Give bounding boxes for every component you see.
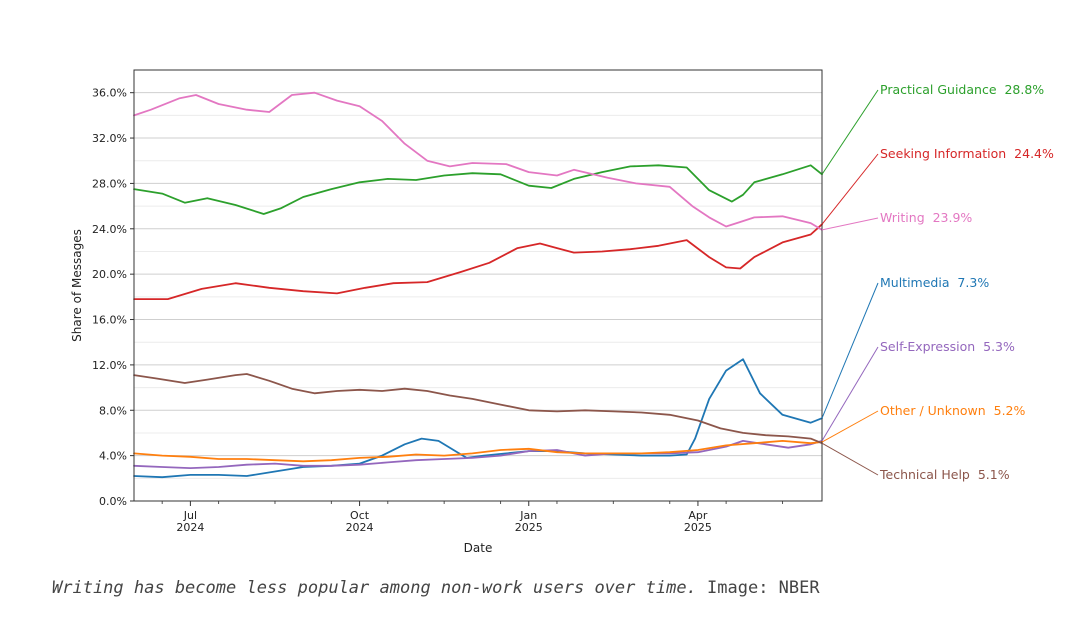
caption-text: Writing has become less popular among no…: [52, 578, 697, 598]
y-axis-title: Share of Messages: [70, 229, 84, 342]
leader-line-writing: [821, 217, 879, 231]
end-label-practical-guidance: Practical Guidance 28.8%: [880, 82, 1044, 97]
series-line-self-expression: [133, 439, 823, 470]
x-tick-year: 2024: [176, 521, 204, 534]
y-axis-ticks: 0.0% 4.0% 8.0% 12.0% 16.0% 20.0% 24.0% 28.0% 32.…: [92, 87, 134, 508]
y-tick-label: 36.0%: [92, 87, 127, 100]
x-tick-year: 2025: [515, 521, 543, 534]
series-line-practical-guidance: [133, 164, 823, 215]
y-tick-label: 4.0%: [99, 450, 127, 463]
series-line-technical-help: [133, 373, 823, 445]
y-tick-label: 32.0%: [92, 132, 127, 145]
y-tick-label: 8.0%: [99, 404, 127, 417]
y-tick-label: 12.0%: [92, 359, 127, 372]
x-tick-year: 2024: [346, 521, 374, 534]
end-label-self-expression: Self-Expression 5.3%: [880, 339, 1015, 354]
x-axis-title: Date: [464, 541, 493, 555]
caption-credit: Image: NBER: [696, 578, 820, 598]
y-tick-label: 24.0%: [92, 223, 127, 236]
x-tick-label: Jan: [519, 509, 537, 522]
x-tick-label: Apr: [688, 509, 708, 522]
leader-line-self-expression: [821, 346, 879, 442]
series-line-seeking-information: [133, 223, 823, 301]
leader-line-practical-guidance: [821, 89, 879, 175]
end-label-seeking-information: Seeking Information 24.4%: [880, 146, 1054, 161]
leader-line-other-unknown: [821, 410, 879, 443]
end-label-technical-help: Technical Help 5.1%: [879, 467, 1010, 482]
plot-frame: [133, 69, 823, 502]
leader-line-seeking-information: [821, 153, 879, 225]
end-label-multimedia: Multimedia 7.3%: [880, 275, 989, 290]
leader-line-technical-help: [821, 442, 879, 476]
end-label-writing: Writing 23.9%: [880, 210, 972, 225]
y-tick-label: 0.0%: [99, 495, 127, 508]
x-tick-year: 2025: [684, 521, 712, 534]
end-label-other-unknown: Other / Unknown 5.2%: [880, 403, 1026, 418]
series-line-multimedia: [133, 358, 823, 479]
series-line-writing: [133, 91, 823, 231]
x-tick-label: Jul: [183, 509, 197, 522]
gridlines: [134, 92, 822, 502]
series-lines: [133, 91, 823, 479]
figure-caption: Writing has become less popular among no…: [52, 578, 820, 598]
series-end-labels: Practical Guidance 28.8% Seeking Informat…: [821, 82, 1054, 482]
y-tick-label: 28.0%: [92, 177, 127, 190]
y-tick-label: 16.0%: [92, 314, 127, 327]
y-tick-label: 20.0%: [92, 268, 127, 281]
leader-line-multimedia: [821, 282, 879, 419]
x-tick-label: Oct: [350, 509, 370, 522]
series-line-other-unknown: [133, 439, 823, 463]
